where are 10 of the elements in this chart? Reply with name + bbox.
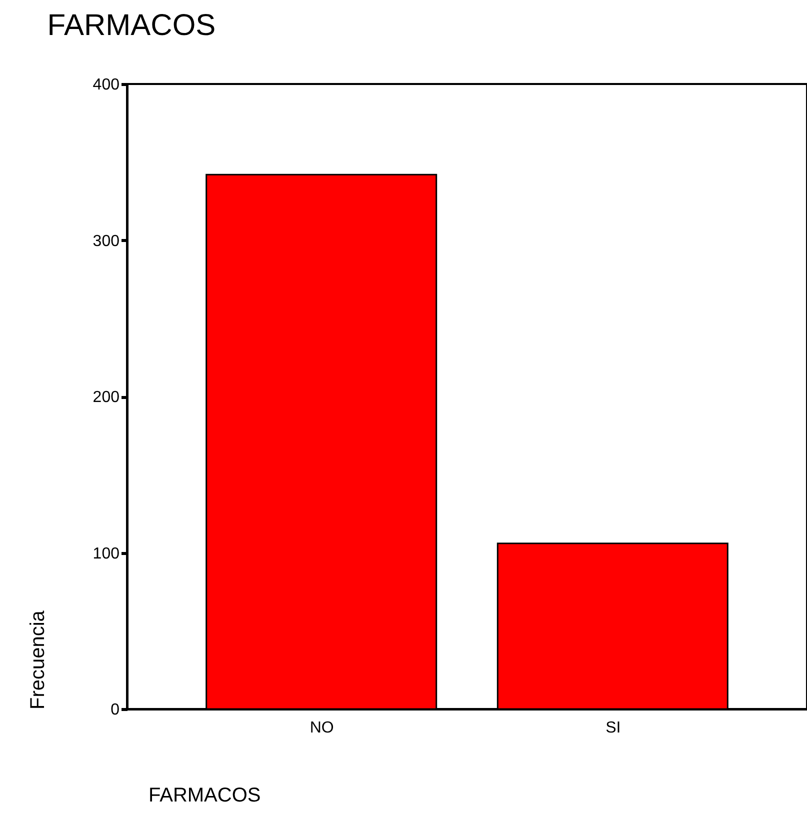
- x-axis-title: FARMACOS: [148, 784, 261, 806]
- x-tick-label: SI: [606, 720, 621, 736]
- y-axis-title: Frecuencia: [26, 610, 49, 710]
- y-tick-label: 300: [92, 232, 120, 250]
- y-tick-label: 0: [110, 702, 120, 718]
- y-tick-label: 200: [92, 389, 120, 406]
- y-tick-label: 100: [92, 545, 120, 562]
- y-tick-label: 400: [92, 76, 120, 94]
- x-tick-label: NO: [310, 720, 334, 736]
- chart-title: FARMACOS: [47, 9, 216, 42]
